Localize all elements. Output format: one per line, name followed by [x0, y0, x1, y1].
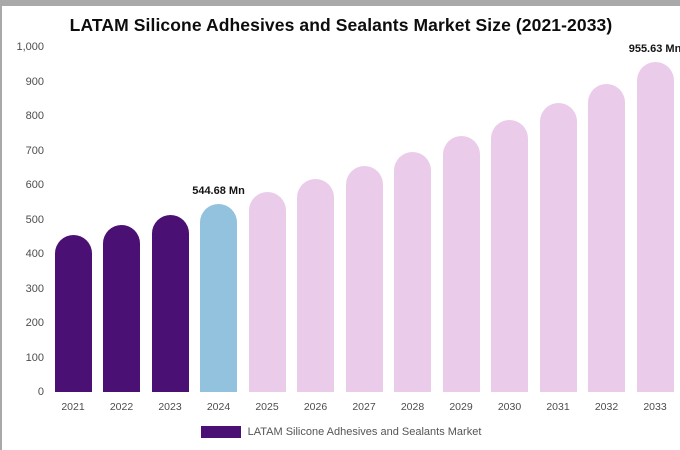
bar-2032[interactable]: [588, 83, 625, 392]
bar-column: 2026: [297, 47, 335, 413]
y-axis: 1,000 900 800 700 600 500 400 300 200 100 0: [10, 41, 46, 398]
chart-title: LATAM Silicone Adhesives and Sealants Ma…: [69, 15, 613, 35]
bar-column: 2029: [442, 47, 480, 413]
y-axis-tick-label: 0: [37, 386, 44, 398]
x-axis-label: 2030: [497, 401, 522, 413]
legend-label[interactable]: LATAM Silicone Adhesives and Sealants Ma…: [247, 426, 482, 438]
bar-column: 544.68 Mn 2024: [192, 47, 245, 413]
x-axis-label: 2033: [643, 401, 667, 413]
y-axis-tick-label: 600: [25, 179, 44, 191]
bar-column: 2028: [394, 47, 432, 413]
bar-column: 2030: [491, 47, 529, 413]
bar-2022[interactable]: [103, 225, 140, 392]
bar-column: 2025: [248, 47, 286, 413]
y-axis-tick-label: 700: [25, 144, 44, 157]
y-axis-tick-label: 900: [25, 75, 44, 88]
x-axis-label: 2028: [400, 401, 425, 413]
plot-area: 2021 2022 2023 544.68 Mn 2024 2025 2026 2027 202…: [46, 43, 680, 413]
x-axis-label: 2023: [158, 401, 182, 413]
bar-column: 2023: [151, 47, 189, 413]
y-axis-tick-label: 100: [25, 351, 44, 364]
bar-2025[interactable]: [248, 191, 286, 392]
y-axis-tick-label: 400: [25, 248, 44, 260]
x-axis-label: 2024: [206, 401, 231, 413]
bar-column: 955.63 Mn 2033: [629, 43, 680, 413]
x-axis-label: 2021: [61, 401, 85, 413]
x-axis-label: 2025: [255, 401, 279, 413]
y-axis-tick-label: 300: [25, 282, 44, 295]
legend-swatch-icon[interactable]: [200, 426, 241, 438]
x-axis-label: 2029: [449, 401, 473, 413]
bar-2027[interactable]: [345, 166, 383, 392]
bar-2033[interactable]: [636, 62, 674, 392]
bar-2029[interactable]: [442, 136, 480, 392]
x-axis-label: 2026: [303, 401, 328, 413]
y-axis-tick-label: 1,000: [16, 41, 44, 53]
bar-2028[interactable]: [394, 151, 431, 392]
bar-column: 2022: [103, 47, 141, 413]
y-axis-tick-label: 500: [25, 213, 44, 226]
bar-column: 2021: [54, 47, 92, 413]
bar-2031[interactable]: [539, 102, 577, 392]
y-axis-tick-label: 200: [25, 317, 44, 329]
x-axis-label: 2032: [594, 401, 619, 413]
bar-2024[interactable]: [200, 204, 237, 392]
bar-column: 2032: [588, 47, 626, 413]
bar-2021[interactable]: [54, 235, 92, 392]
x-axis-label: 2022: [109, 401, 134, 413]
bar-data-label: 544.68 Mn: [192, 185, 245, 198]
bar-2030[interactable]: [491, 119, 528, 392]
x-axis-label: 2031: [546, 401, 570, 413]
bar-column: 2031: [539, 47, 577, 413]
bar-2026[interactable]: [297, 179, 334, 392]
chart-area: 1,000 900 800 700 600 500 400 300 200 100 0 2021 20…: [2, 41, 680, 413]
bar-column: 2027: [345, 47, 383, 413]
bar-data-label: 955.63 Mn: [628, 43, 680, 56]
bar-2023[interactable]: [151, 215, 189, 392]
x-axis-label: 2027: [352, 401, 376, 413]
legend: LATAM Silicone Adhesives and Sealants Ma…: [2, 426, 680, 438]
y-axis-tick-label: 800: [25, 110, 44, 122]
